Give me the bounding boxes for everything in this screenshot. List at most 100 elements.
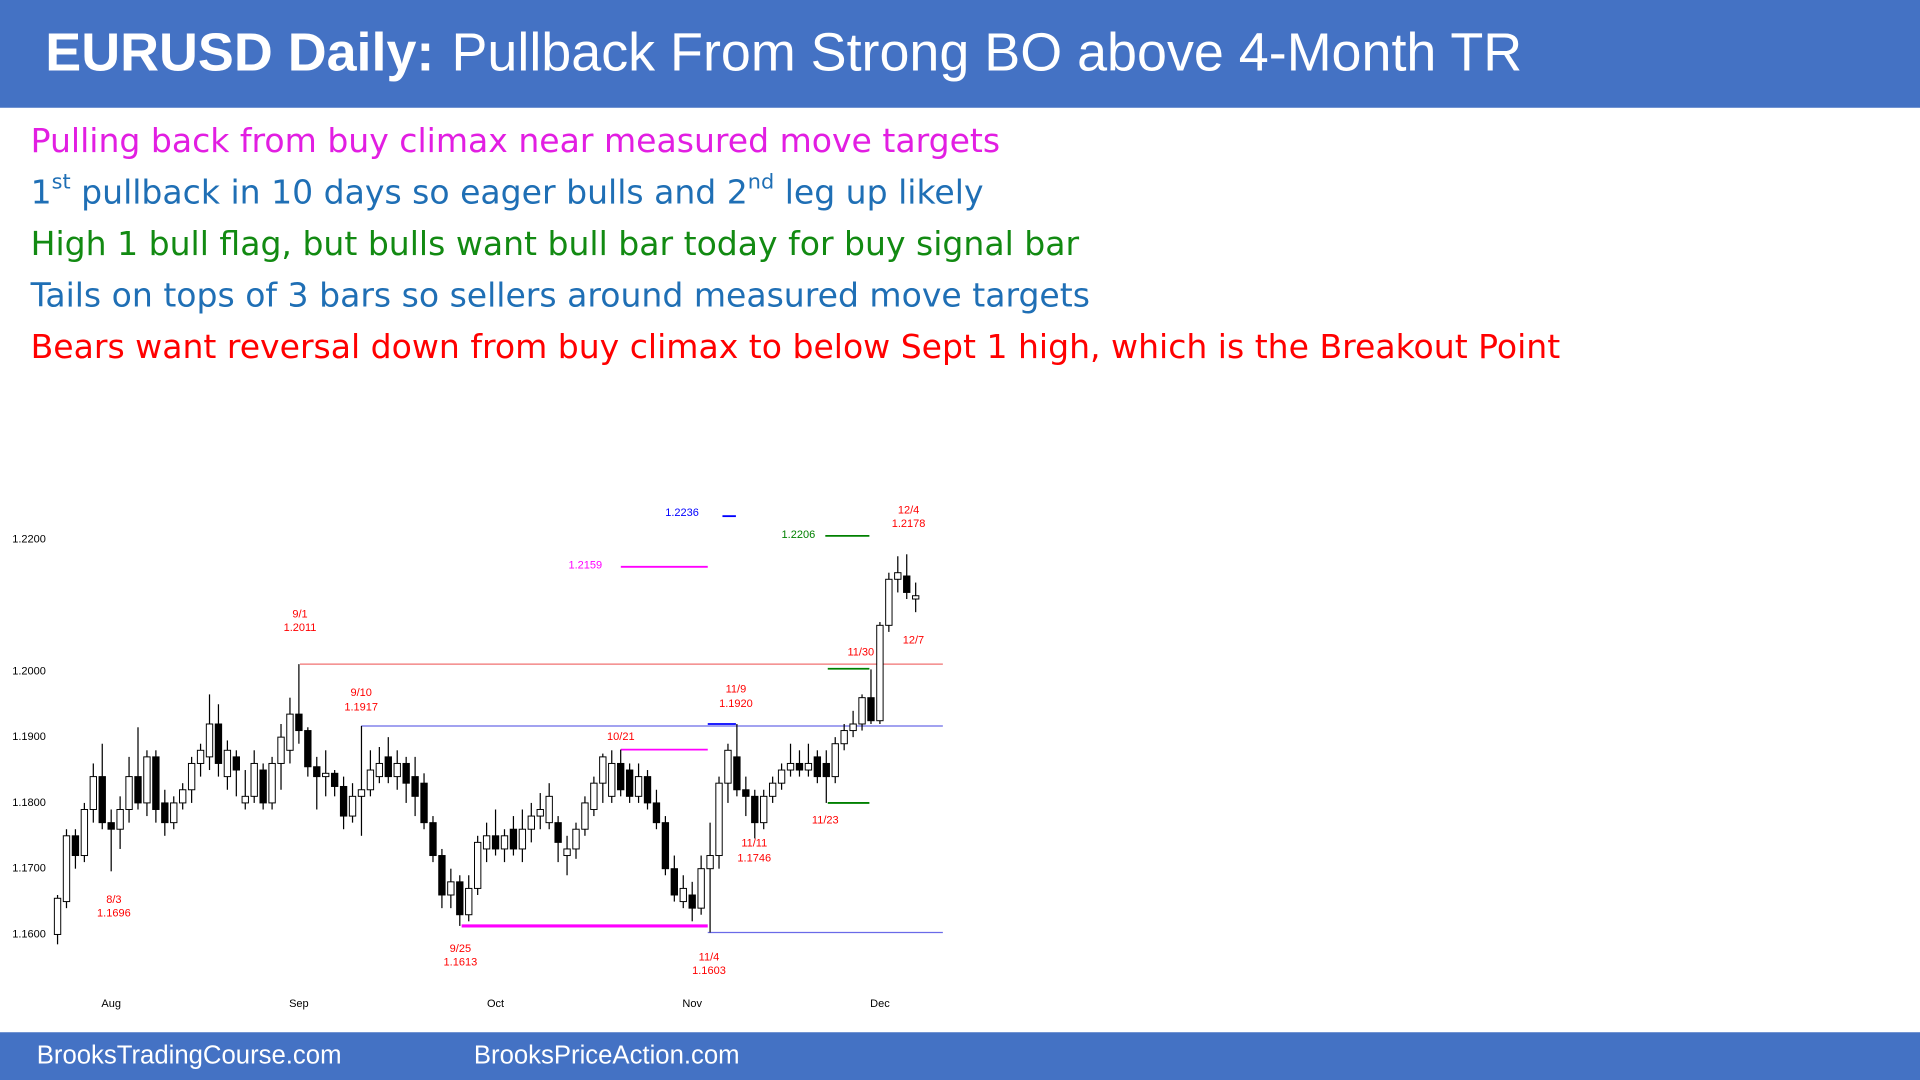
candle-body bbox=[518, 828, 527, 850]
candle-body bbox=[697, 868, 705, 909]
candle-body bbox=[474, 841, 482, 889]
bullet-text: pullback in 10 days so eager bulls and 2 bbox=[71, 172, 748, 211]
bullet-text: Tails on tops of 3 bars so sellers aroun… bbox=[30, 275, 1090, 314]
candle-body bbox=[348, 795, 357, 817]
candle-body bbox=[232, 756, 240, 771]
candle-body bbox=[715, 782, 723, 857]
candle-body bbox=[366, 769, 375, 791]
bullet-line: Tails on tops of 3 bars so sellers aroun… bbox=[30, 275, 1090, 314]
annotation-date: 11/11 bbox=[741, 838, 767, 850]
annotation-date: 12/4 bbox=[898, 505, 919, 517]
candle-body bbox=[53, 897, 62, 935]
candle-body bbox=[170, 802, 178, 824]
candle-body bbox=[393, 762, 401, 778]
annotation-price: 1.2011 bbox=[284, 622, 317, 634]
candle-body bbox=[706, 855, 714, 870]
annotation-price: 1.2159 bbox=[568, 560, 602, 572]
candle-body bbox=[313, 766, 321, 778]
bullet-line: Bears want reversal down from buy climax… bbox=[31, 326, 1561, 365]
footer-bar bbox=[0, 1032, 1920, 1080]
bullet-text: Bears want reversal down from buy climax… bbox=[31, 326, 1561, 365]
candle-body bbox=[822, 762, 830, 778]
candle-body bbox=[831, 743, 839, 778]
x-tick-label: Dec bbox=[870, 998, 890, 1010]
bullet-superscript: st bbox=[52, 169, 71, 193]
candle-body bbox=[804, 762, 813, 771]
candle-body bbox=[357, 789, 366, 797]
candle-body bbox=[295, 713, 303, 732]
candle-body bbox=[545, 795, 553, 824]
y-tick-label: 1.2200 bbox=[12, 534, 46, 546]
candle-body bbox=[563, 848, 571, 857]
candle-body bbox=[429, 822, 437, 857]
candle-body bbox=[554, 822, 562, 843]
candle-body bbox=[876, 624, 884, 722]
candle-body bbox=[617, 762, 625, 791]
candle-body bbox=[768, 782, 777, 797]
x-tick-label: Oct bbox=[487, 998, 504, 1010]
candle-body bbox=[858, 697, 866, 725]
candle-body bbox=[214, 723, 223, 764]
y-tick-label: 1.1700 bbox=[12, 863, 46, 875]
candle-body bbox=[509, 828, 518, 850]
candle-body bbox=[912, 595, 920, 600]
annotation-price: 1.1696 bbox=[97, 907, 131, 919]
annotation-date: 11/9 bbox=[726, 683, 747, 695]
candle-body bbox=[62, 835, 71, 903]
annotation-price: 1.2206 bbox=[782, 529, 816, 541]
candle-body bbox=[724, 749, 732, 784]
bullet-line: 1st pullback in 10 days so eager bulls a… bbox=[31, 169, 984, 211]
annotation-price: 1.1917 bbox=[344, 702, 378, 714]
candle-body bbox=[867, 697, 875, 722]
candle-body bbox=[250, 762, 258, 797]
bullet-text: 1 bbox=[31, 172, 52, 211]
candle-body bbox=[679, 887, 687, 903]
candle-body bbox=[688, 894, 696, 909]
candle-body bbox=[80, 809, 89, 857]
candle-body bbox=[286, 713, 294, 751]
candle-body bbox=[777, 769, 786, 784]
annotation-date: 10/21 bbox=[607, 731, 635, 743]
annotation-price: 1.1920 bbox=[719, 698, 753, 710]
x-tick-label: Sep bbox=[289, 998, 309, 1010]
candle-body bbox=[277, 736, 285, 764]
candle-body bbox=[795, 762, 804, 771]
candle-body bbox=[205, 723, 214, 758]
candle-body bbox=[491, 835, 500, 850]
footer-right: BrooksPriceAction.com bbox=[474, 1042, 740, 1070]
candle-body bbox=[572, 828, 580, 850]
bullet-line: High 1 bull flag, but bulls want bull ba… bbox=[31, 223, 1080, 262]
candle-body bbox=[375, 762, 384, 778]
y-tick-label: 1.1900 bbox=[12, 731, 46, 743]
annotation-price: 1.1613 bbox=[444, 956, 478, 968]
candle-body bbox=[116, 809, 124, 830]
candle-body bbox=[751, 795, 759, 824]
candle-body bbox=[98, 776, 106, 824]
candle-body bbox=[661, 822, 670, 870]
candle-body bbox=[840, 730, 848, 745]
title-text: Pullback From Strong BO above 4-Month TR bbox=[452, 23, 1523, 83]
candle-body bbox=[742, 789, 750, 797]
annotation-price: 1.1603 bbox=[692, 965, 726, 977]
candle-body bbox=[652, 802, 661, 824]
candle-body bbox=[670, 868, 678, 896]
annotation-date: 9/1 bbox=[292, 609, 307, 621]
candle-body bbox=[634, 776, 643, 797]
candle-body bbox=[411, 776, 419, 797]
candle-body bbox=[536, 809, 544, 817]
candle-body bbox=[608, 762, 616, 797]
annotation-date: 9/10 bbox=[350, 687, 371, 699]
header-title: EURUSD Daily: Pullback From Strong BO abo… bbox=[45, 23, 1522, 83]
candle-body bbox=[339, 785, 348, 817]
annotation-date: 9/25 bbox=[450, 943, 471, 955]
candle-body bbox=[482, 835, 491, 850]
title-bold: EURUSD Daily: bbox=[45, 23, 434, 83]
candle-body bbox=[760, 795, 768, 824]
candle-body bbox=[894, 572, 902, 580]
annotation-price: 1.2178 bbox=[892, 518, 926, 530]
candle-body bbox=[125, 776, 133, 810]
candle-body bbox=[599, 756, 607, 784]
bullet-text: High 1 bull flag, but bulls want bull ba… bbox=[31, 223, 1080, 262]
candle-body bbox=[447, 881, 455, 896]
